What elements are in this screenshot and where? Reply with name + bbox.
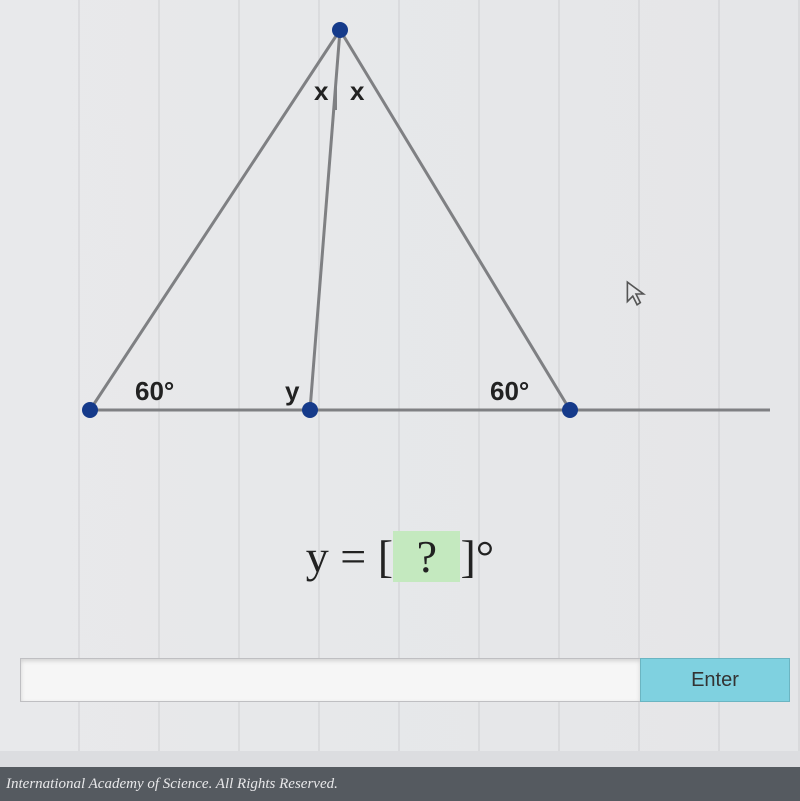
- vertex-left: [82, 402, 98, 418]
- equation-suffix: ]°: [460, 531, 494, 582]
- side-left: [90, 30, 340, 410]
- content-area: x x 60° y 60° y = [ ? ]° Enter: [0, 0, 800, 751]
- vertex-right: [562, 402, 578, 418]
- footer: International Academy of Science. All Ri…: [0, 767, 800, 801]
- side-right: [340, 30, 570, 410]
- answer-input[interactable]: [20, 658, 640, 702]
- equation-blank: ?: [393, 531, 460, 582]
- triangle-diagram: x x 60° y 60°: [30, 10, 770, 450]
- label-x-left: x: [314, 76, 329, 106]
- footer-text: International Academy of Science. All Ri…: [6, 776, 338, 793]
- equation: y = [ ? ]°: [0, 530, 800, 583]
- label-x-right: x: [350, 76, 365, 106]
- equation-prefix: y = [: [306, 531, 393, 582]
- label-angle-right: 60°: [490, 376, 529, 406]
- vertex-apex: [332, 22, 348, 38]
- vertex-mid: [302, 402, 318, 418]
- answer-row: Enter: [20, 658, 790, 702]
- enter-button[interactable]: Enter: [640, 658, 790, 702]
- cursor-icon: [625, 280, 647, 308]
- label-angle-left: 60°: [135, 376, 174, 406]
- label-y: y: [285, 376, 300, 406]
